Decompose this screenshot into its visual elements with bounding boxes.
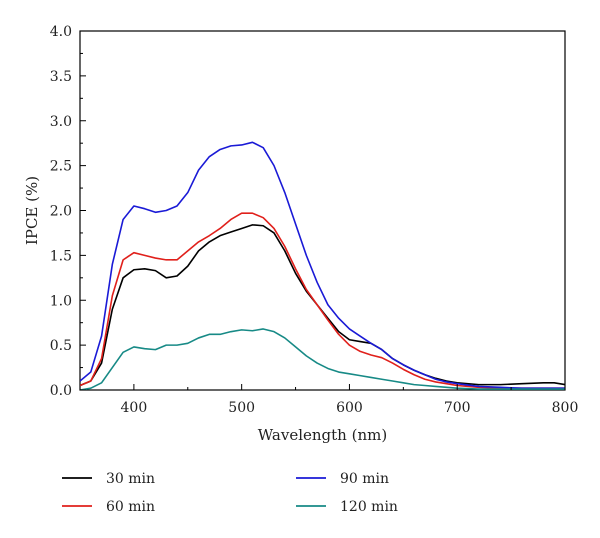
y-tick-label: 0.5: [50, 338, 72, 354]
y-axis-title: IPCE (%): [23, 176, 41, 245]
y-tick-label: 1.5: [50, 248, 72, 264]
y-tick-label: 0.0: [50, 383, 72, 399]
series-line-60-min: [80, 212, 565, 390]
series-layer: [80, 141, 565, 390]
x-axis-title: Wavelength (nm): [258, 426, 387, 444]
plot-frame: [79, 30, 566, 391]
series-line-30-min: [80, 224, 565, 387]
y-tick-label: 1.0: [50, 293, 72, 309]
x-tick-label: 400: [121, 400, 148, 416]
legend-entry: 120 min: [296, 499, 398, 515]
y-tick-label: 4.0: [50, 24, 72, 40]
ticks-layer: 400 500 600 700 800 0.0 0.5 1.0 1.5 2.0 2.5 3.0 3.5 4…: [50, 24, 579, 416]
y-tick-label: 2.5: [50, 159, 72, 175]
legend: 30 min 60 min 90 min 120 min: [62, 471, 398, 515]
y-tick-label: 3.0: [50, 114, 72, 130]
series-line-120-min: [80, 328, 565, 390]
legend-label: 60 min: [106, 499, 155, 515]
legend-entry: 60 min: [62, 499, 155, 515]
series-line-90-min: [80, 141, 565, 390]
legend-entry: 90 min: [296, 471, 389, 487]
x-tick-label: 600: [336, 400, 363, 416]
x-tick-label: 800: [552, 400, 579, 416]
legend-label: 30 min: [106, 471, 155, 487]
legend-entry: 30 min: [62, 471, 155, 487]
plot-area: 400 500 600 700 800 0.0 0.5 1.0 1.5 2.0 2.5 3.0 3.5 4…: [50, 24, 579, 416]
x-tick-label: 700: [444, 400, 471, 416]
y-tick-label: 2.0: [50, 204, 72, 220]
x-tick-label: 500: [228, 400, 255, 416]
y-tick-label: 3.5: [50, 69, 72, 85]
legend-label: 90 min: [340, 471, 389, 487]
legend-label: 120 min: [340, 499, 398, 515]
